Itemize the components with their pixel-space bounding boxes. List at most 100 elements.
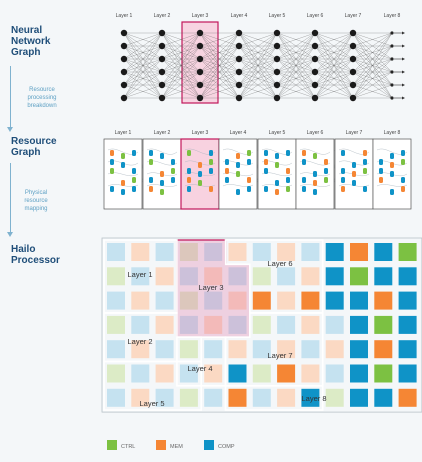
nn-edge	[199, 32, 240, 99]
chip-cell	[155, 291, 174, 310]
legend-label: CTRL	[121, 444, 135, 450]
nn-node	[273, 68, 281, 76]
chip-cell	[252, 388, 271, 407]
chip-cell	[107, 267, 125, 286]
rg-resource-pill	[341, 150, 345, 156]
chip-cell	[398, 291, 417, 310]
nn-edge	[161, 32, 201, 99]
nn-edge	[123, 32, 163, 86]
chip-layer-label: Layer 3	[198, 283, 223, 292]
rg-resource-pill	[286, 168, 290, 174]
chip-cell	[179, 243, 198, 261]
nn-node	[349, 29, 357, 37]
rg-resource-pill	[149, 159, 153, 165]
chip-cell	[252, 243, 271, 261]
chip-cell	[398, 388, 417, 407]
rg-resource-pill	[247, 186, 251, 192]
rg-resource-pill	[302, 177, 306, 183]
nn-node	[196, 68, 204, 76]
nn-node	[120, 55, 128, 63]
chip-cell	[204, 364, 223, 383]
nn-node	[120, 94, 128, 102]
chip-cell	[131, 315, 150, 334]
nn-output-arrowhead	[402, 70, 405, 74]
rg-resource-pill	[363, 150, 367, 156]
nn-edge	[238, 32, 278, 47]
rg-resource-pill	[324, 168, 328, 174]
rg-resource-pill	[187, 168, 191, 174]
rg-resource-pill	[132, 177, 136, 183]
nn-edge	[123, 32, 163, 73]
rg-internal-line	[299, 148, 331, 155]
rg-layer-label: Layer 4	[230, 130, 247, 136]
rg-resource-pill	[149, 186, 153, 192]
nn-edge	[276, 45, 316, 99]
rg-resource-pill	[149, 150, 153, 156]
nn-node	[273, 94, 281, 102]
nn-edge	[352, 45, 393, 99]
nn-layer-label: Layer 6	[307, 13, 324, 19]
rg-resource-pill	[379, 168, 383, 174]
rg-resource-pill	[225, 168, 229, 174]
nn-node	[196, 29, 204, 37]
chip-cell	[204, 340, 223, 359]
rg-resource-pill	[313, 189, 317, 195]
rg-layer-label: Layer 8	[384, 130, 401, 136]
title-line: Neural	[11, 25, 43, 36]
chip-cell	[325, 364, 344, 383]
nn-edge	[276, 32, 316, 60]
rg-resource-pill	[313, 153, 317, 159]
chip-cell	[325, 243, 344, 261]
rg-resource-pill	[225, 177, 229, 183]
nn-edge	[161, 32, 201, 47]
rg-internal-line	[146, 148, 178, 155]
chip-cell	[204, 315, 223, 334]
chip-cell	[398, 267, 417, 286]
nn-output-node	[390, 70, 394, 74]
chip-cell	[228, 315, 247, 334]
chip-cell	[252, 340, 271, 359]
chip-cell	[301, 364, 320, 383]
chip-cell	[107, 243, 125, 261]
chip-cell	[277, 388, 296, 407]
rg-resource-pill	[121, 153, 125, 159]
nn-layer-label: Layer 4	[231, 13, 248, 19]
nn-output-node	[390, 96, 394, 100]
rg-resource-pill	[401, 150, 405, 156]
chip-cell	[131, 243, 150, 261]
rg-resource-pill	[171, 159, 175, 165]
nn-edge	[276, 58, 316, 99]
rg-resource-pill	[149, 177, 153, 183]
nn-edge	[352, 84, 393, 99]
nn-edge	[238, 32, 278, 60]
chip-cell	[107, 291, 125, 310]
nn-node	[311, 81, 319, 89]
step-line: breakdown	[27, 103, 57, 109]
nn-node	[158, 55, 166, 63]
nn-node	[235, 81, 243, 89]
rg-resource-pill	[187, 150, 191, 156]
chip-layer-label: Layer 6	[267, 259, 292, 268]
chip-cell	[350, 340, 368, 359]
rg-layer-label: Layer 3	[192, 130, 209, 136]
hailo-processor-title: Hailo Processor	[11, 244, 60, 266]
rg-resource-pill	[302, 150, 306, 156]
chip-cell	[131, 267, 150, 286]
chip-layer-region	[224, 385, 324, 411]
nn-node	[349, 81, 357, 89]
rg-resource-pill	[363, 186, 367, 192]
nn-node	[311, 68, 319, 76]
chip-cell	[325, 267, 344, 286]
nn-node	[273, 29, 281, 37]
nn-node	[235, 68, 243, 76]
chip-cell	[228, 267, 247, 286]
chip-cell	[107, 388, 125, 407]
chip-cell	[228, 364, 247, 383]
legend-swatch	[107, 440, 117, 450]
nn-node	[273, 81, 281, 89]
nn-output-arrowhead	[402, 57, 405, 61]
nn-edge	[123, 45, 163, 99]
rg-resource-pill	[209, 168, 213, 174]
rg-resource-pill	[401, 177, 405, 183]
